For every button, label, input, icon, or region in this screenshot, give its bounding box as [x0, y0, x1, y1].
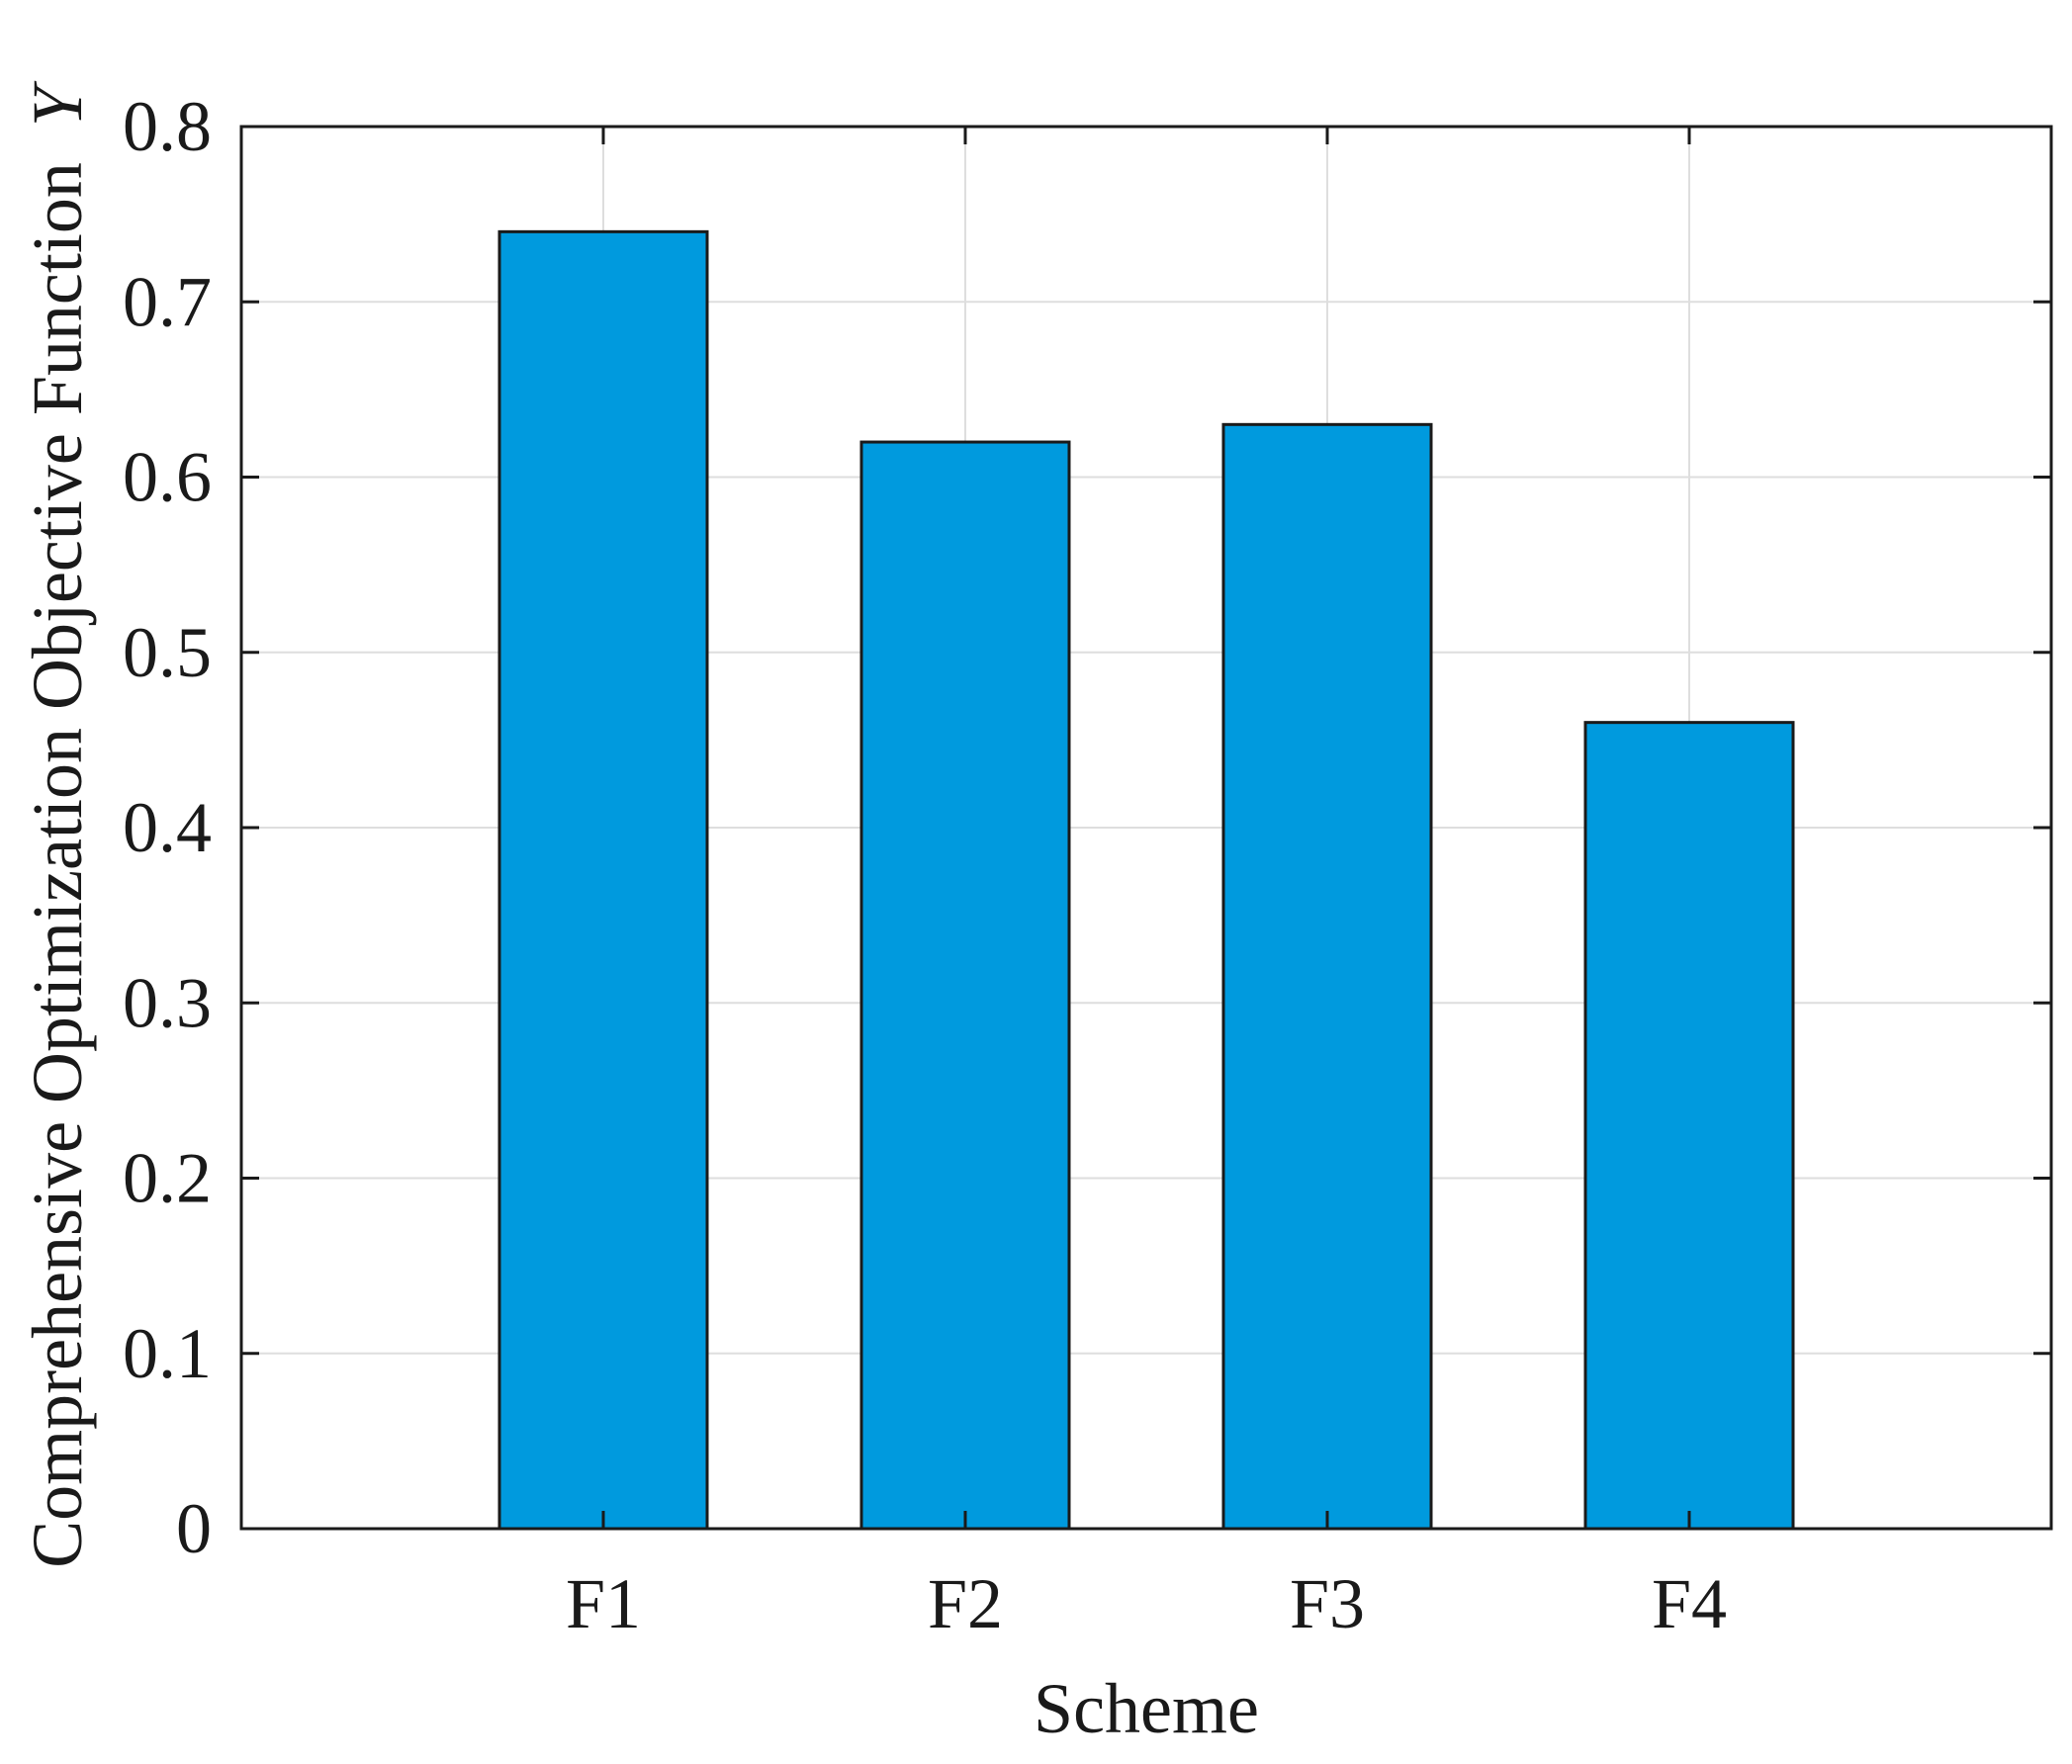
x-axis-label: Scheme	[1034, 1669, 1259, 1748]
x-tick-label: F1	[566, 1564, 641, 1643]
x-tick-label: F4	[1652, 1564, 1727, 1643]
ticks-layer	[241, 125, 2051, 1531]
y-axis-label-text: Comprehensive Optimization Objective Fun…	[18, 162, 97, 1568]
y-tick-label: 0.6	[123, 438, 212, 517]
y-tick-label: 0.4	[123, 788, 212, 867]
y-tick-label: 0.2	[123, 1139, 212, 1218]
y-tick-label: 0.5	[123, 613, 212, 692]
y-tick-label: 0.8	[123, 87, 212, 166]
y-tick-label: 0.1	[123, 1314, 212, 1393]
x-tick-label: F2	[928, 1564, 1003, 1643]
y-tick-label: 0.7	[123, 262, 212, 341]
bar-f4	[1583, 721, 1795, 1531]
y-axis-label: Comprehensive Optimization Objective Fun…	[18, 80, 97, 1568]
x-tick-label: F3	[1290, 1564, 1365, 1643]
y-tick-labels: 0 0.1 0.2 0.3 0.4 0.5 0.6 0.7 0.8	[123, 87, 212, 1568]
bar-f3	[1221, 422, 1433, 1531]
bar-f1	[497, 229, 709, 1531]
x-tick-labels: F1 F2 F3 F4	[566, 1564, 1727, 1643]
bar-f2	[859, 440, 1071, 1531]
y-tick-label: 0	[176, 1489, 212, 1568]
y-axis-label-symbol: Y	[18, 80, 97, 127]
bars-layer	[497, 229, 1795, 1531]
y-tick-label: 0.3	[123, 963, 212, 1042]
